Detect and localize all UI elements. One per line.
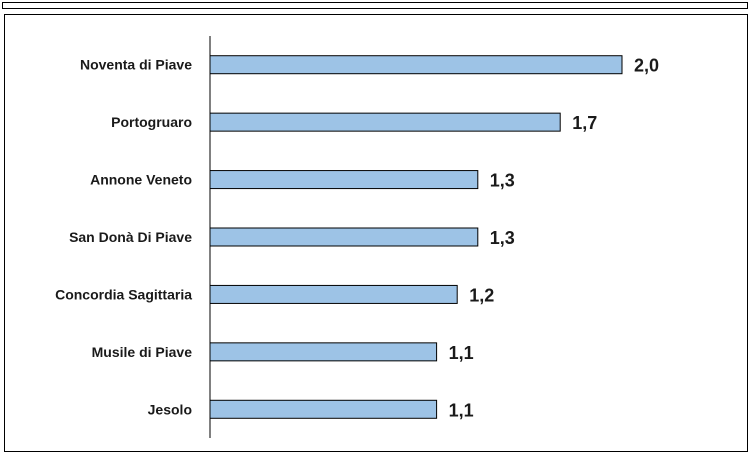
value-label: 1,2 — [469, 285, 494, 305]
value-label: 1,3 — [490, 171, 515, 191]
top-strip — [2, 2, 748, 9]
value-label: 1,1 — [449, 343, 474, 363]
chart-box: Noventa di Piave 2,0 Portogruaro 1,7 Annone … — [4, 14, 748, 452]
category-label: Concordia Sagittaria — [55, 286, 192, 302]
category-label: San Donà Di Piave — [69, 229, 192, 245]
bar — [209, 399, 438, 419]
category-label: Annone Veneto — [90, 172, 192, 188]
bar — [209, 227, 479, 247]
category-label: Jesolo — [148, 401, 192, 417]
bar — [209, 55, 623, 75]
bar — [209, 170, 479, 190]
bar — [209, 284, 458, 304]
value-label: 1,1 — [449, 400, 474, 420]
value-label: 1,3 — [490, 228, 515, 248]
bar — [209, 112, 561, 132]
category-label: Portogruaro — [111, 114, 192, 130]
category-label: Noventa di Piave — [80, 57, 192, 73]
value-label: 1,7 — [572, 113, 597, 133]
value-label: 2,0 — [634, 56, 659, 76]
bar-chart: Noventa di Piave 2,0 Portogruaro 1,7 Annone … — [55, 36, 659, 438]
category-label: Musile di Piave — [92, 344, 193, 360]
top-band — [0, 0, 752, 12]
bar — [209, 342, 438, 362]
